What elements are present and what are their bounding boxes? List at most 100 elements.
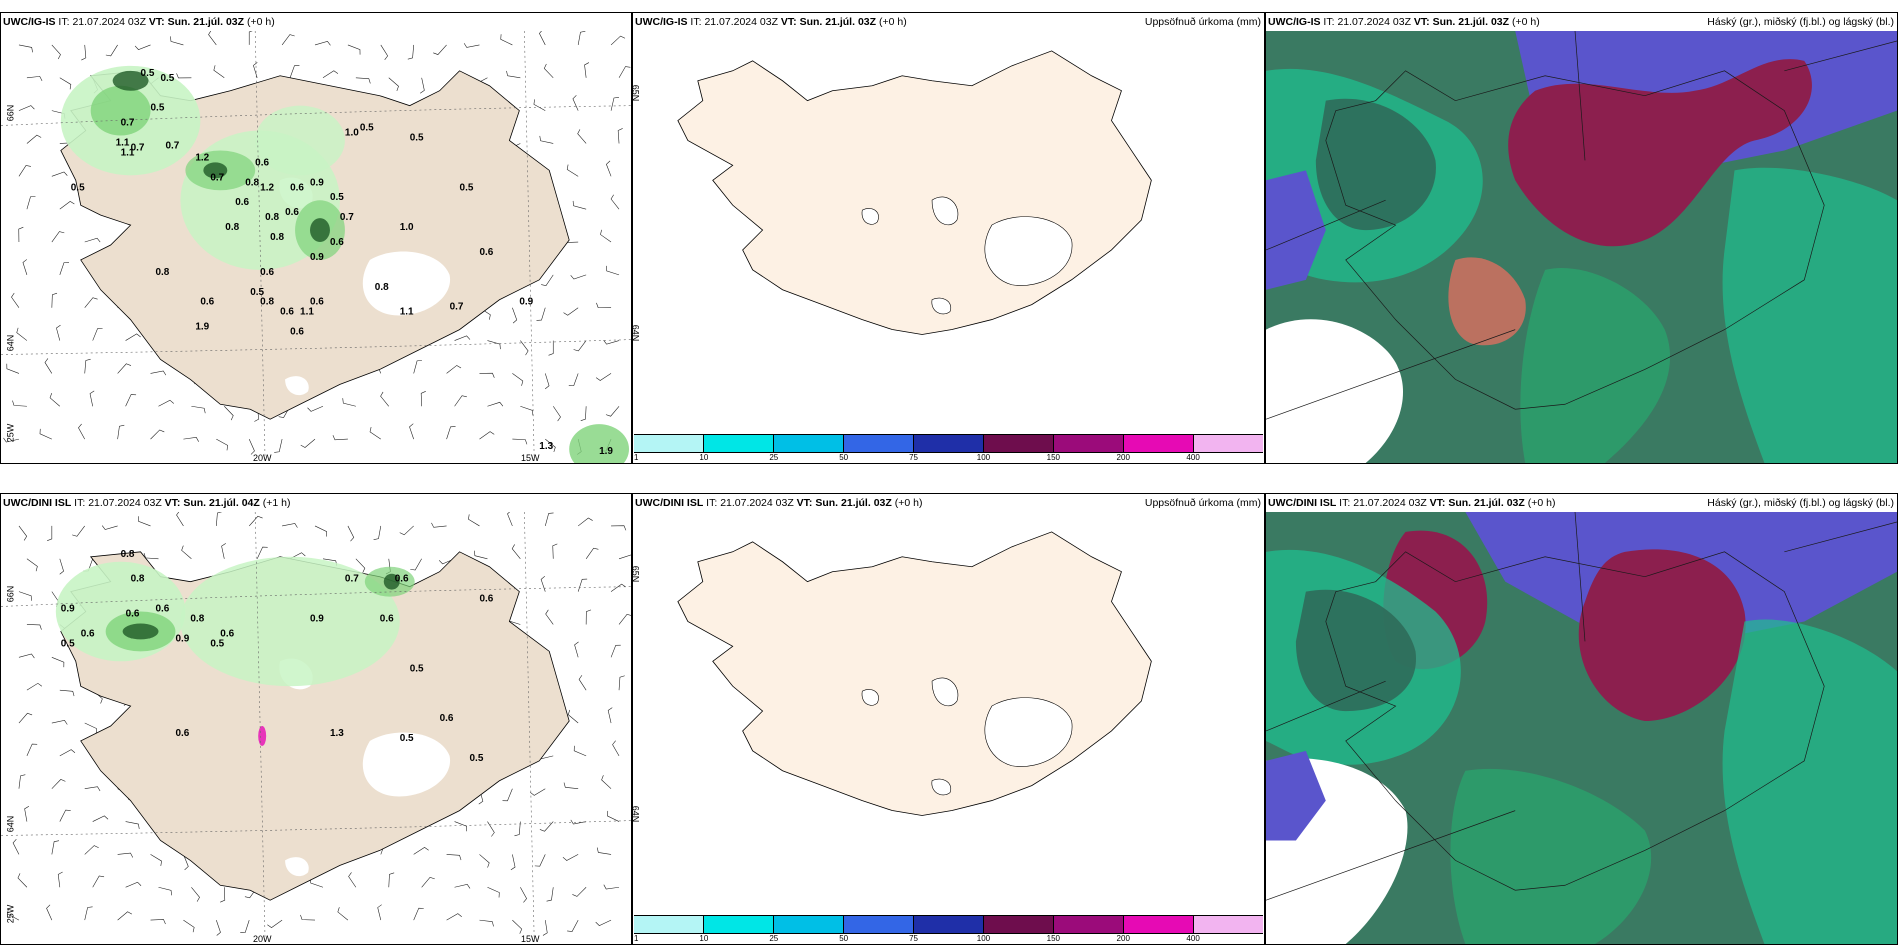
wind-barb	[500, 34, 513, 46]
wind-barb	[191, 405, 206, 414]
wind-barb	[248, 438, 255, 455]
it-label: IT:	[58, 16, 70, 28]
glacier-vatnajokull	[362, 251, 451, 316]
precip-value-label: 0.8	[225, 222, 239, 233]
field-title: Uppsöfnuð úrkoma (mm)	[1144, 16, 1261, 28]
cloud-green-south	[1520, 267, 1671, 463]
glacier-hofsjokull	[861, 689, 879, 706]
wind-barb	[84, 786, 101, 792]
precip-value-label: 0.7	[131, 142, 145, 153]
colorbar-segment	[983, 435, 1053, 452]
precip-value-label: 0.9	[61, 604, 75, 615]
wind-barb	[150, 854, 162, 867]
wind-barb	[562, 854, 579, 861]
wind-barb	[26, 195, 36, 210]
precip-value-label: 1.1	[121, 147, 135, 158]
colorbar-tick-label: 100	[976, 453, 991, 462]
wind-barb	[539, 821, 554, 832]
it-value: 21.07.2024 03Z	[88, 497, 162, 509]
vt-value: Sun. 21.júl. 03Z	[167, 16, 245, 28]
wind-barb	[84, 297, 98, 308]
colorbar-tick-label: 75	[909, 934, 918, 943]
wind-barb	[216, 438, 229, 451]
wind-barb	[552, 543, 558, 559]
cloud-map	[1266, 512, 1897, 944]
wind-barb	[585, 609, 592, 625]
precip-value-label: 0.9	[310, 613, 324, 624]
it-value: 21.07.2024 03Z	[72, 16, 146, 28]
wind-barb	[420, 77, 425, 94]
precip-map	[633, 512, 1264, 916]
wind-barb	[248, 515, 263, 527]
wind-barb	[253, 62, 258, 78]
wind-barb	[216, 512, 223, 526]
wind-barb	[216, 920, 221, 936]
colorbar-tick-label: 25	[769, 453, 779, 462]
panel-header: UWC/IG-IS IT: 21.07.2024 03Z VT: Sun. 21…	[633, 13, 1264, 31]
wind-barb	[618, 554, 631, 560]
wind-barb	[125, 394, 137, 407]
precip-value-label: 0.6	[175, 728, 189, 739]
wind-barb	[446, 426, 456, 440]
wind-barb	[314, 525, 327, 537]
wind-barb	[51, 292, 58, 308]
precip-value-label: 0.9	[519, 297, 533, 308]
wind-barb	[59, 749, 76, 757]
wind-barb	[544, 373, 550, 390]
wind-barb	[267, 919, 283, 928]
wind-barb	[281, 34, 295, 46]
wind-barb	[570, 274, 587, 280]
wind-barb	[282, 523, 298, 528]
wind-barb	[454, 821, 468, 832]
wind-barb	[16, 327, 28, 341]
precip-colorbar	[634, 915, 1263, 934]
wind-barb	[224, 406, 234, 421]
wind-barb	[125, 333, 141, 341]
wind-barb	[150, 429, 165, 440]
wind-map-svg: 0.5 0.50.50.71.1 0.7 0.71.10.51.2 0.60.7 0.8 1…	[1, 31, 631, 463]
wind-barb	[601, 775, 612, 789]
wind-barb	[84, 237, 101, 243]
wind-barb	[117, 911, 133, 921]
precip-map-svg	[677, 50, 1152, 335]
precip-value-label: 0.8	[375, 282, 389, 293]
lat-label-66n: 66N	[5, 104, 16, 122]
wind-barb	[617, 128, 623, 144]
wind-barb	[607, 707, 613, 724]
precip-value-label: 1.9	[195, 322, 209, 333]
lon-label-20w: 20W	[253, 934, 272, 944]
precip-map	[633, 31, 1264, 435]
cloud-map	[1266, 31, 1897, 463]
precip-value-label: 0.9	[310, 252, 324, 263]
wind-barb	[22, 259, 28, 275]
wind-barb	[84, 845, 99, 855]
wind-map-svg: 0.80.80.90.50.6 0.60.6 0.90.80.50.7 0.60.60…	[1, 512, 631, 944]
wind-barb	[468, 514, 480, 527]
wind-barb	[348, 872, 357, 888]
wind-barb	[487, 340, 501, 350]
wind-barb	[545, 438, 556, 453]
colorbar-tick-label: 50	[839, 934, 849, 943]
precip-value-label: 1.1	[300, 307, 314, 318]
colorbar-segment	[913, 916, 983, 933]
wind-barb	[512, 438, 528, 445]
wind-barb	[421, 876, 435, 888]
wind-barb	[487, 401, 504, 407]
wind-barb	[605, 406, 620, 417]
coastline	[1266, 512, 1897, 901]
it-value: 21.07.2024 03Z	[704, 16, 778, 28]
wind-barb	[520, 405, 534, 416]
wind-barb	[544, 512, 554, 527]
precip-value-label: 0.6	[330, 237, 344, 248]
wind-barb	[380, 44, 389, 61]
wind-barb	[92, 328, 103, 341]
it-label: IT:	[706, 497, 718, 509]
wind-barb	[81, 44, 87, 61]
precip-value-label: 0.5	[470, 753, 484, 764]
precip-value-label: 0.5	[410, 663, 424, 674]
wind-barb	[12, 838, 20, 855]
vt-label: VT:	[164, 497, 181, 509]
colorbar-segment	[1053, 916, 1123, 933]
wind-barb	[546, 887, 554, 902]
glacier-vatnajokull	[984, 216, 1073, 286]
